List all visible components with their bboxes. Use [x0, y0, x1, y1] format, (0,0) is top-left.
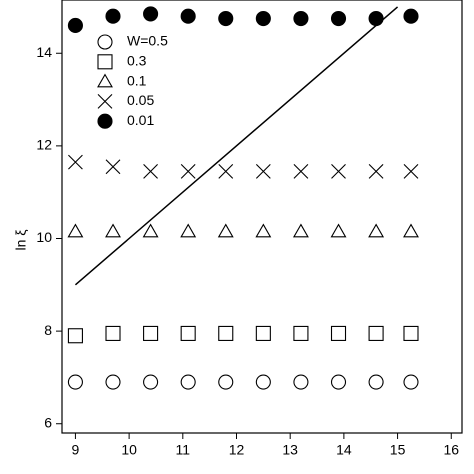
- y-tick-label: 6: [44, 414, 52, 430]
- y-tick-label: 10: [36, 229, 52, 245]
- marker-dot: [97, 113, 113, 129]
- marker-circle: [255, 374, 271, 390]
- marker-circle: [218, 374, 234, 390]
- marker-dot: [368, 10, 384, 27]
- marker-dot: [255, 10, 271, 27]
- x-tick-label: 12: [229, 442, 245, 458]
- marker-square: [105, 325, 121, 341]
- marker-dot: [330, 10, 347, 27]
- legend-label: 0.01: [127, 112, 154, 128]
- marker-triangle: [292, 223, 309, 238]
- x-tick-label: 10: [121, 442, 137, 458]
- marker-circle: [293, 374, 309, 390]
- marker-circle: [97, 34, 113, 50]
- marker-square: [368, 325, 384, 341]
- x-tick-label: 13: [282, 442, 298, 458]
- marker-dot: [293, 10, 309, 27]
- marker-circle: [368, 374, 384, 390]
- x-tick-label: 14: [336, 442, 352, 458]
- marker-triangle: [180, 223, 197, 238]
- marker-dot: [67, 17, 83, 34]
- marker-triangle: [105, 223, 121, 238]
- legend-label: 0.3: [127, 53, 147, 69]
- legend-label: 0.1: [127, 72, 147, 88]
- marker-square: [143, 325, 159, 341]
- marker-circle: [403, 374, 419, 390]
- marker-circle: [180, 374, 196, 390]
- marker-triangle: [368, 223, 385, 238]
- marker-square: [403, 325, 419, 341]
- marker-square: [180, 325, 196, 341]
- marker-x: [68, 154, 83, 170]
- marker-circle: [143, 374, 159, 390]
- reference-line: [74, 6, 399, 286]
- y-tick-label: 14: [36, 44, 52, 60]
- marker-circle: [67, 374, 83, 390]
- marker-triangle: [403, 223, 419, 238]
- marker-square: [218, 325, 234, 341]
- x-tick-label: 11: [176, 442, 191, 458]
- marker-triangle: [330, 223, 347, 238]
- marker-square: [255, 325, 271, 341]
- marker-square: [330, 325, 347, 341]
- marker-triangle: [142, 223, 159, 238]
- marker-x: [180, 163, 196, 179]
- marker-circle: [330, 374, 347, 390]
- x-tick-label: 9: [72, 442, 80, 458]
- marker-triangle: [67, 223, 84, 238]
- legend-label: 0.05: [127, 92, 154, 108]
- marker-dot: [403, 8, 419, 24]
- x-tick-label: 15: [390, 442, 406, 458]
- marker-x: [293, 163, 309, 179]
- marker-circle: [105, 374, 121, 390]
- y-tick-label: 8: [44, 322, 52, 338]
- marker-dot: [143, 6, 159, 22]
- marker-square: [97, 54, 113, 70]
- y-tick-label: 12: [36, 137, 52, 153]
- marker-x: [368, 163, 384, 179]
- marker-dot: [218, 10, 234, 27]
- marker-x: [218, 163, 234, 179]
- marker-x: [331, 163, 346, 179]
- marker-square: [67, 328, 83, 344]
- plot-frame: [61, 0, 463, 434]
- marker-square: [293, 325, 309, 341]
- marker-triangle: [255, 223, 272, 238]
- marker-x: [143, 163, 158, 179]
- marker-x: [255, 163, 271, 179]
- marker-triangle: [97, 73, 113, 88]
- marker-triangle: [217, 223, 234, 238]
- marker-x: [105, 159, 121, 175]
- x-tick-label: 16: [443, 442, 459, 458]
- marker-dot: [105, 8, 121, 24]
- marker-dot: [180, 8, 196, 24]
- marker-x: [403, 163, 419, 179]
- marker-x: [97, 94, 113, 109]
- y-axis-label: ln ξ: [13, 229, 29, 250]
- legend-label: W=0.5: [127, 33, 168, 49]
